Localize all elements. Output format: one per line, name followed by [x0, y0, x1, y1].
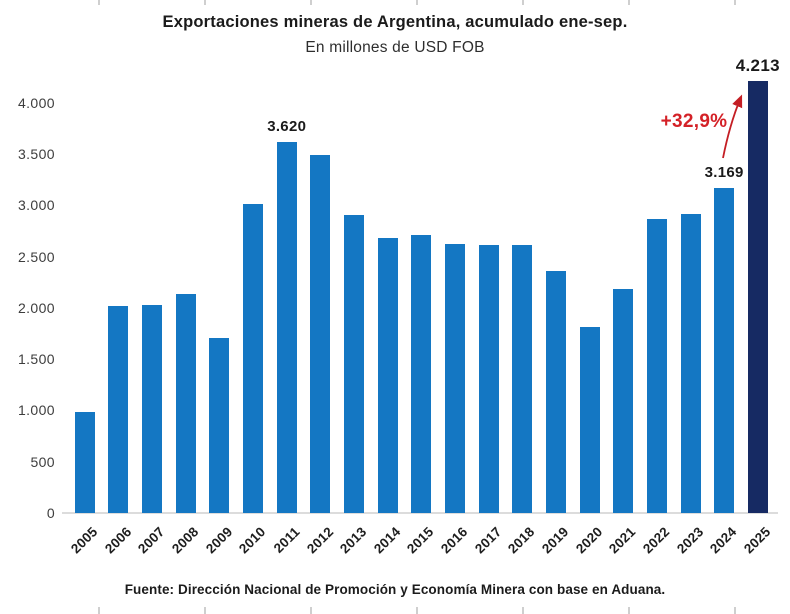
crop-gridline-tick — [416, 0, 418, 5]
bar-2007 — [142, 305, 163, 513]
bar-2015 — [411, 235, 432, 513]
x-axis-baseline — [62, 512, 778, 514]
y-axis-tick-label: 500 — [30, 454, 55, 470]
bar-2025 — [747, 81, 768, 513]
x-axis-label-2006: 2006 — [101, 524, 135, 557]
bar-value-label-2025: 4.213 — [735, 56, 780, 75]
x-axis-label-2011: 2011 — [270, 524, 303, 556]
x-axis-label-2017: 2017 — [471, 524, 505, 557]
x-axis-label-2008: 2008 — [168, 524, 202, 557]
bar-2017 — [478, 245, 499, 513]
crop-gridline-tick — [522, 607, 524, 614]
crop-gridline-tick — [310, 0, 312, 5]
x-axis-label-2025: 2025 — [741, 524, 774, 557]
source-note: Fuente: Dirección Nacional de Promoción … — [124, 582, 666, 597]
bar-2023 — [680, 214, 701, 513]
bar-2024 — [714, 188, 735, 513]
bar-2019 — [545, 271, 566, 513]
crop-gridline-tick — [98, 0, 100, 5]
y-axis-tick-label: 1.000 — [17, 402, 55, 418]
bar-2006 — [108, 306, 129, 513]
y-axis-tick-label: 3.000 — [17, 197, 55, 213]
bar-2013 — [344, 215, 365, 513]
x-axis-label-2019: 2019 — [539, 524, 572, 557]
x-axis-label-2007: 2007 — [135, 524, 168, 557]
bar-2005 — [74, 412, 95, 513]
x-axis-label-2020: 2020 — [572, 524, 606, 557]
bar-2022 — [646, 219, 667, 513]
crop-gridline-tick — [98, 607, 100, 614]
y-axis-tick-label: 3.500 — [17, 146, 55, 162]
y-axis-tick-label: 2.500 — [17, 249, 55, 265]
x-axis-label-2013: 2013 — [337, 524, 370, 557]
bar-2020 — [579, 327, 600, 513]
x-axis-label-2014: 2014 — [370, 524, 404, 557]
crop-gridline-tick — [416, 607, 418, 614]
bar-value-label-2024: 3.169 — [704, 164, 744, 181]
crop-gridline-tick — [310, 607, 312, 614]
x-axis-label-2024: 2024 — [707, 524, 740, 557]
crop-gridline-tick — [204, 607, 206, 614]
growth-arrow-icon — [722, 94, 743, 159]
x-axis-label-2022: 2022 — [640, 524, 673, 557]
chart-subtitle: En millones de USD FOB — [305, 39, 485, 56]
crop-gridline-tick — [628, 0, 630, 5]
y-axis-tick-label: 2.000 — [17, 300, 55, 316]
crop-gridline-tick — [522, 0, 524, 5]
bar-2014 — [377, 238, 398, 513]
crop-gridline-tick — [204, 0, 206, 5]
x-axis-label-2012: 2012 — [303, 524, 336, 557]
y-axis-tick-label: 0 — [46, 505, 55, 521]
bar-2008 — [175, 294, 196, 513]
x-axis-label-2023: 2023 — [673, 524, 707, 557]
growth-percent-label: +32,9% — [660, 111, 728, 132]
bar-2018 — [512, 245, 533, 513]
bar-2010 — [243, 204, 264, 513]
bar-2011 — [276, 142, 297, 513]
bar-2021 — [613, 289, 634, 513]
bar-2016 — [444, 244, 465, 513]
y-axis-tick-label: 1.500 — [17, 351, 55, 367]
bar-2009 — [209, 338, 230, 513]
x-axis-label-2016: 2016 — [438, 524, 471, 557]
bar-value-label-2011: 3.620 — [267, 118, 307, 135]
chart-title: Exportaciones mineras de Argentina, acum… — [162, 13, 628, 31]
x-axis-label-2018: 2018 — [505, 524, 538, 557]
x-axis-label-2021: 2021 — [606, 524, 639, 557]
x-axis-label-2005: 2005 — [68, 524, 101, 557]
crop-gridline-tick — [628, 607, 630, 614]
x-axis-label-2015: 2015 — [404, 524, 437, 557]
x-axis-label-2009: 2009 — [202, 524, 236, 557]
y-axis-tick-label: 4.000 — [17, 95, 55, 111]
x-axis-label-2010: 2010 — [236, 524, 269, 557]
bar-2012 — [310, 155, 331, 513]
crop-gridline-tick — [734, 0, 736, 5]
crop-gridline-tick — [734, 607, 736, 614]
